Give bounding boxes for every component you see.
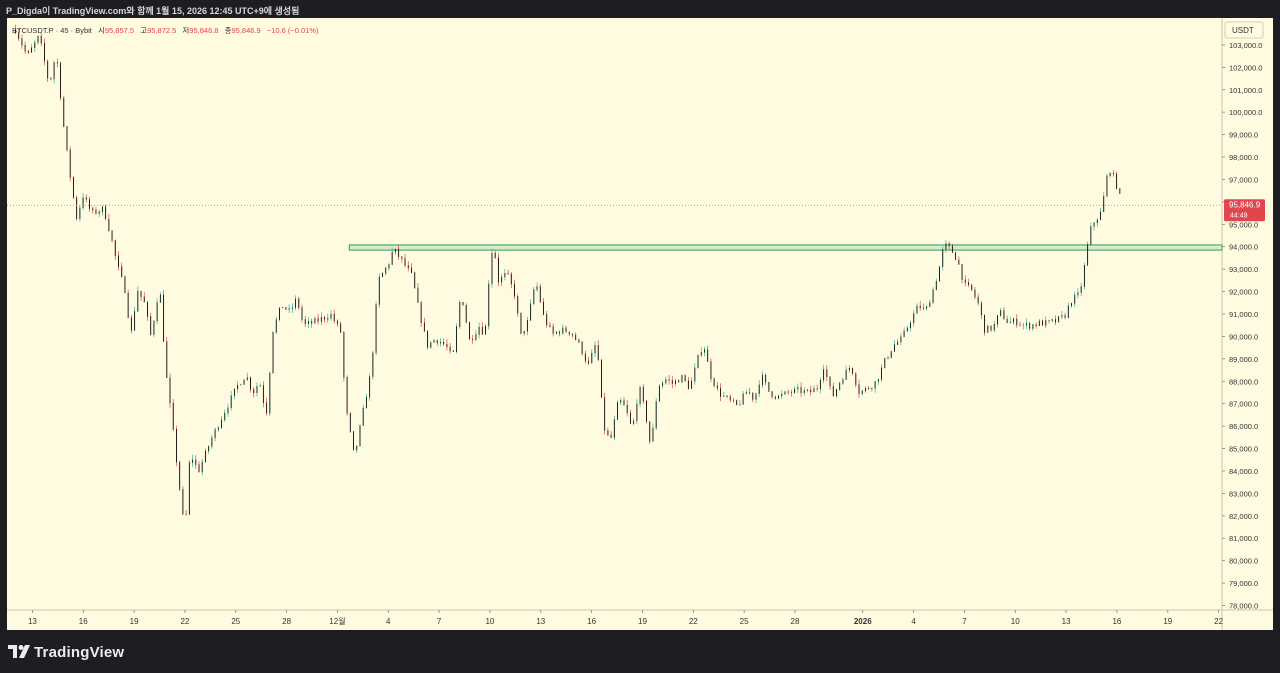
x-tick-label: 16: [1112, 617, 1121, 626]
legend-change: −10.6 (−0.01%): [266, 26, 319, 35]
x-tick-label: 28: [282, 617, 291, 626]
x-tick-label: 16: [79, 617, 88, 626]
y-tick-label: 90,000.0: [1229, 332, 1258, 341]
y-tick-label: 80,000.0: [1229, 557, 1258, 566]
y-tick-label: 99,000.0: [1229, 131, 1258, 140]
chart-panel[interactable]: [7, 18, 1273, 630]
x-tick-label: 13: [28, 617, 37, 626]
x-tick-label: 22: [180, 617, 189, 626]
resistance-zone: [348, 244, 1223, 251]
legend-high-value: 95,872.5: [147, 26, 177, 35]
x-tick-label: 12월: [329, 616, 345, 626]
ohlc-legend: BTCUSDT.P · 45 · Bybit 시95,857.5 고95,872…: [12, 25, 319, 36]
x-tick-label: 28: [791, 617, 800, 626]
y-tick-label: 89,000.0: [1229, 355, 1258, 364]
y-tick-label: 85,000.0: [1229, 445, 1258, 454]
x-tick-label: 13: [536, 617, 545, 626]
x-tick-label: 19: [638, 617, 647, 626]
header-caption: P_Digda이 TradingView.com와 함께 1월 15, 2026…: [6, 6, 300, 16]
y-tick-label: 79,000.0: [1229, 579, 1258, 588]
x-tick-label: 16: [587, 617, 596, 626]
y-tick-label: 97,000.0: [1229, 175, 1258, 184]
legend-low-value: 95,846.8: [189, 26, 219, 35]
last-price-tag: 95,846.9 44:49: [1224, 199, 1265, 222]
legend-close-value: 95,846.9: [231, 26, 261, 35]
y-tick-label: 82,000.0: [1229, 512, 1258, 521]
x-tick-label: 19: [1163, 617, 1172, 626]
x-tick-label: 2026: [854, 617, 872, 626]
bar-countdown-label: 44:49: [1230, 212, 1248, 219]
x-tick-label: 22: [689, 617, 698, 626]
last-price-label: 95,846.9: [1229, 200, 1261, 209]
y-tick-label: 95,000.0: [1229, 220, 1258, 229]
legend-open-label: 시: [97, 26, 105, 35]
y-tick-label: 93,000.0: [1229, 265, 1258, 274]
y-tick-label: 88,000.0: [1229, 377, 1258, 386]
legend-symbol[interactable]: BTCUSDT.P · 45 · Bybit: [12, 26, 92, 35]
y-tick-label: 84,000.0: [1229, 467, 1258, 476]
legend-low-label: 저: [182, 26, 190, 35]
x-tick-label: 25: [740, 617, 749, 626]
x-tick-label: 10: [485, 617, 494, 626]
y-tick-label: 102,000.0: [1229, 63, 1262, 72]
y-tick-label: 86,000.0: [1229, 422, 1258, 431]
y-tick-label: 103,000.0: [1229, 41, 1262, 50]
y-tick-label: 92,000.0: [1229, 288, 1258, 297]
x-tick-label: 4: [911, 617, 916, 626]
y-tick-label: 101,000.0: [1229, 86, 1262, 95]
x-tick-label: 10: [1011, 617, 1020, 626]
header-bar: P_Digda이 TradingView.com와 함께 1월 15, 2026…: [0, 0, 1280, 18]
y-tick-label: 100,000.0: [1229, 108, 1262, 117]
x-tick-label: 4: [386, 617, 391, 626]
y-tick-label: 98,000.0: [1229, 153, 1258, 162]
footer: [0, 630, 1280, 673]
y-tick-label: 87,000.0: [1229, 400, 1258, 409]
x-tick-label: 7: [962, 617, 967, 626]
x-tick-label: 7: [437, 617, 442, 626]
currency-label: USDT: [1232, 26, 1254, 35]
y-tick-label: 81,000.0: [1229, 534, 1258, 543]
y-tick-label: 94,000.0: [1229, 243, 1258, 252]
x-tick-label: 19: [130, 617, 139, 626]
legend-high-label: 고: [140, 26, 148, 35]
legend-open-value: 95,857.5: [104, 26, 135, 35]
y-tick-label: 91,000.0: [1229, 310, 1258, 319]
x-tick-label: 22: [1214, 617, 1223, 626]
legend-close-label: 종: [224, 26, 232, 35]
y-tick-label: 78,000.0: [1229, 602, 1258, 611]
tradingview-logo-icon: [8, 645, 30, 658]
x-tick-label: 25: [231, 617, 240, 626]
currency-button[interactable]: [1224, 21, 1264, 39]
tradingview-brand: TradingView: [34, 644, 125, 661]
y-tick-label: 83,000.0: [1229, 489, 1258, 498]
x-tick-label: 13: [1062, 617, 1071, 626]
